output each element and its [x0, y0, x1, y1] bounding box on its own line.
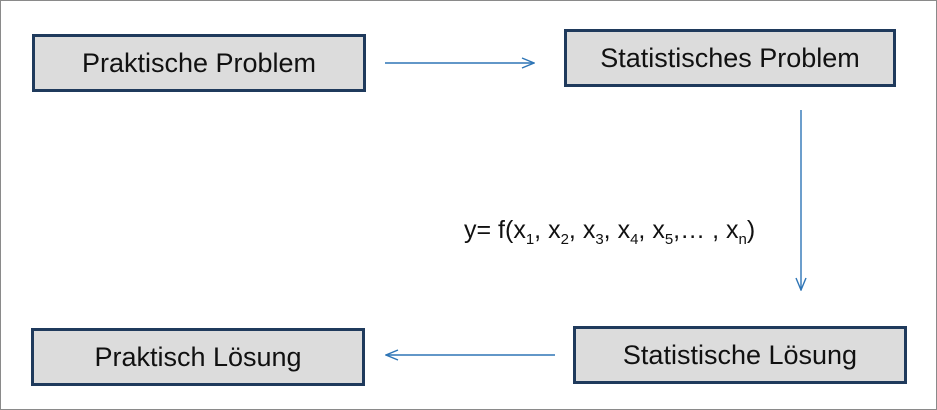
box-praktische-problem: Praktische Problem	[32, 34, 366, 92]
box-label: Praktisch Lösung	[94, 341, 302, 372]
box-statistische-loesung: Statistische Lösung	[573, 326, 907, 384]
formula-label: y= f(x1, x2, x3, x4, x5,… , xn)	[464, 216, 756, 248]
box-label: Statistisches Problem	[600, 42, 860, 73]
box-praktisch-loesung: Praktisch Lösung	[31, 328, 365, 386]
box-label: Statistische Lösung	[622, 339, 858, 370]
box-statistisches-problem: Statistisches Problem	[564, 29, 896, 87]
box-label: Praktische Problem	[81, 47, 317, 78]
